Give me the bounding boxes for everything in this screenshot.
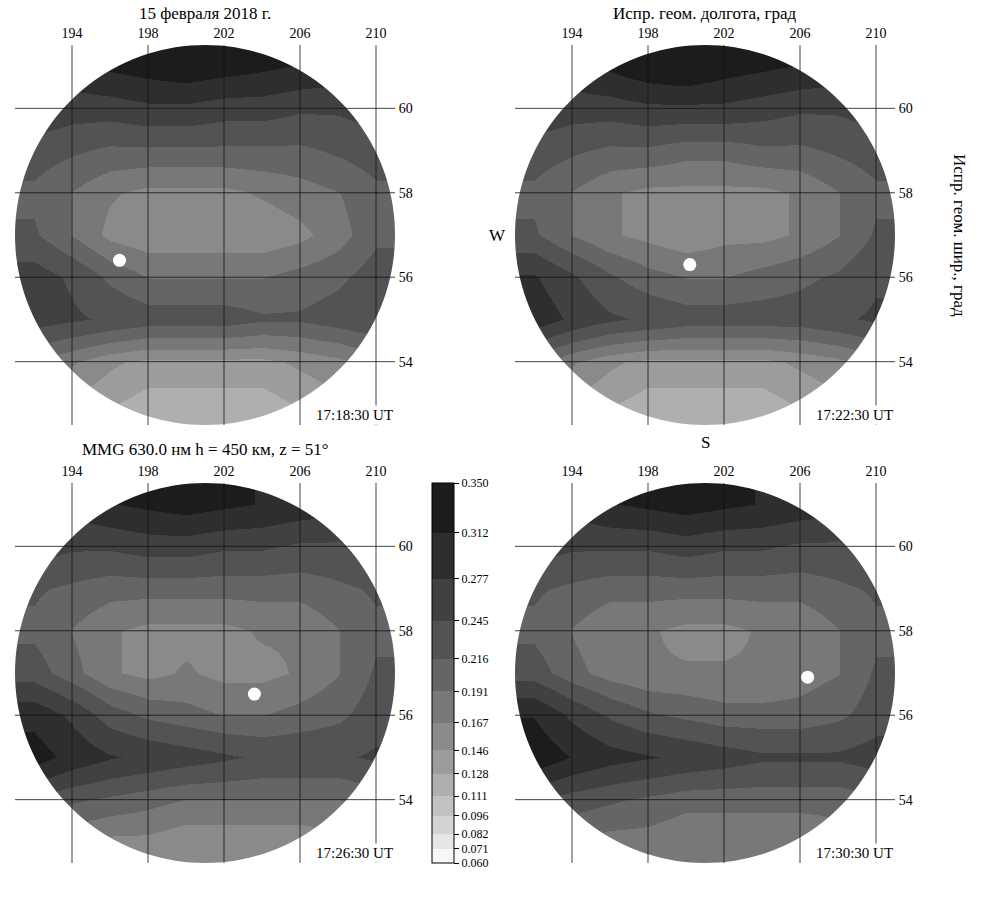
svg-text:194: 194 bbox=[562, 26, 583, 41]
svg-text:206: 206 bbox=[290, 26, 311, 41]
svg-text:60: 60 bbox=[899, 539, 913, 554]
svg-text:58: 58 bbox=[899, 186, 913, 201]
svg-text:0.216: 0.216 bbox=[461, 652, 488, 666]
svg-text:S: S bbox=[701, 433, 710, 452]
svg-text:54: 54 bbox=[899, 793, 913, 808]
svg-text:202: 202 bbox=[714, 464, 735, 479]
svg-text:0.096: 0.096 bbox=[461, 809, 488, 823]
svg-text:56: 56 bbox=[399, 270, 413, 285]
svg-text:58: 58 bbox=[899, 624, 913, 639]
svg-text:0.245: 0.245 bbox=[461, 614, 488, 628]
svg-text:206: 206 bbox=[290, 464, 311, 479]
svg-text:17:18:30 UT: 17:18:30 UT bbox=[316, 407, 393, 423]
svg-text:194: 194 bbox=[62, 26, 83, 41]
svg-text:Испр. геом. долгота, град: Испр. геом. долгота, град bbox=[613, 4, 797, 23]
svg-text:0.277: 0.277 bbox=[461, 572, 488, 586]
svg-text:15 февраля 2018 г.: 15 февраля 2018 г. bbox=[139, 4, 271, 23]
svg-text:0.071: 0.071 bbox=[461, 842, 488, 856]
svg-text:0.082: 0.082 bbox=[461, 827, 488, 841]
svg-text:54: 54 bbox=[399, 355, 413, 370]
svg-text:54: 54 bbox=[899, 355, 913, 370]
svg-text:58: 58 bbox=[399, 186, 413, 201]
svg-text:198: 198 bbox=[638, 464, 659, 479]
svg-text:56: 56 bbox=[899, 708, 913, 723]
svg-text:Испр. геом. шир., град: Испр. геом. шир., град bbox=[950, 154, 969, 317]
svg-text:202: 202 bbox=[214, 26, 235, 41]
svg-text:58: 58 bbox=[399, 624, 413, 639]
svg-text:0.060: 0.060 bbox=[461, 856, 488, 870]
svg-text:194: 194 bbox=[562, 464, 583, 479]
svg-text:210: 210 bbox=[866, 26, 887, 41]
svg-text:206: 206 bbox=[790, 464, 811, 479]
svg-text:60: 60 bbox=[399, 539, 413, 554]
svg-text:202: 202 bbox=[714, 26, 735, 41]
svg-text:17:22:30 UT: 17:22:30 UT bbox=[816, 407, 893, 423]
svg-text:MMG 630.0 нм h = 450 км, z = 5: MMG 630.0 нм h = 450 км, z = 51° bbox=[82, 440, 329, 459]
svg-text:60: 60 bbox=[399, 101, 413, 116]
svg-text:0.312: 0.312 bbox=[461, 526, 488, 540]
svg-text:0.146: 0.146 bbox=[461, 744, 488, 758]
svg-text:56: 56 bbox=[899, 270, 913, 285]
svg-text:0.191: 0.191 bbox=[461, 685, 488, 699]
svg-text:0.111: 0.111 bbox=[461, 789, 487, 803]
svg-text:206: 206 bbox=[790, 26, 811, 41]
svg-text:60: 60 bbox=[899, 101, 913, 116]
svg-text:54: 54 bbox=[399, 793, 413, 808]
svg-text:0.167: 0.167 bbox=[461, 716, 488, 730]
svg-text:198: 198 bbox=[638, 26, 659, 41]
svg-text:17:26:30 UT: 17:26:30 UT bbox=[316, 845, 393, 861]
svg-text:210: 210 bbox=[866, 464, 887, 479]
svg-text:210: 210 bbox=[366, 464, 387, 479]
svg-text:202: 202 bbox=[214, 464, 235, 479]
svg-text:198: 198 bbox=[138, 464, 159, 479]
svg-text:W: W bbox=[489, 226, 506, 245]
svg-text:194: 194 bbox=[62, 464, 83, 479]
svg-text:56: 56 bbox=[399, 708, 413, 723]
svg-text:210: 210 bbox=[366, 26, 387, 41]
svg-text:17:30:30 UT: 17:30:30 UT bbox=[816, 845, 893, 861]
svg-text:0.350: 0.350 bbox=[461, 476, 488, 490]
svg-text:198: 198 bbox=[138, 26, 159, 41]
svg-text:0.128: 0.128 bbox=[461, 767, 488, 781]
